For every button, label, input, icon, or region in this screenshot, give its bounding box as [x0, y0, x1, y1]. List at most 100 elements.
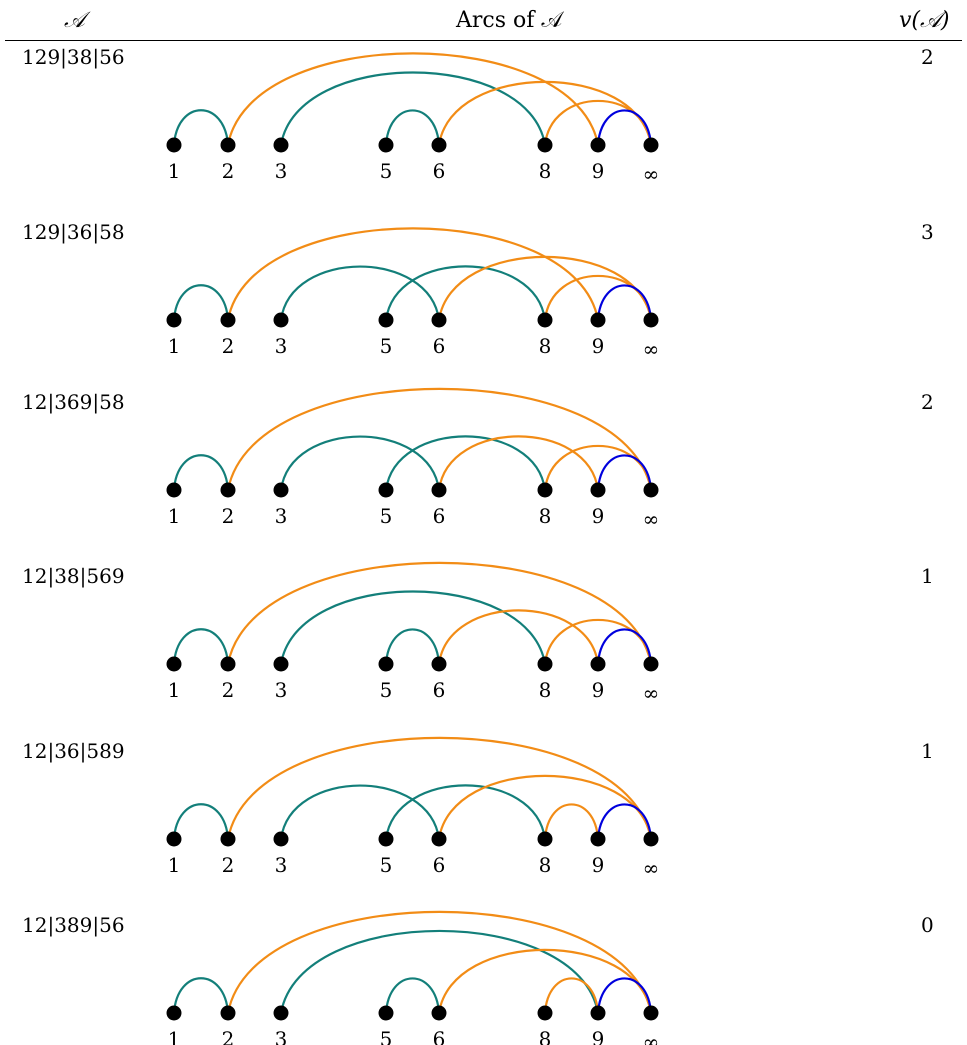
arc-1-2 [172, 803, 230, 840]
node-label-9: 9 [592, 504, 605, 528]
node-1 [166, 656, 182, 672]
node-label-5: 5 [380, 504, 393, 528]
node-label-5: 5 [380, 853, 393, 877]
arc-9-inf [596, 977, 653, 1014]
node-inf [643, 482, 659, 498]
partition-row: 12|36|589 1 1 2 3 5 6 8 9 ∞ [0, 694, 967, 880]
arc-8-inf [543, 445, 653, 491]
node-6 [431, 656, 447, 672]
node-label-2: 2 [222, 1027, 235, 1045]
partition-label: 12|36|589 [22, 739, 125, 763]
node-label-5: 5 [380, 334, 393, 358]
node-6 [431, 312, 447, 328]
node-5 [378, 482, 394, 498]
node-6 [431, 482, 447, 498]
node-label-8: 8 [539, 853, 552, 877]
node-1 [166, 1005, 182, 1021]
node-8 [537, 312, 553, 328]
arc-1-2 [172, 628, 230, 665]
node-label-inf: ∞ [643, 681, 660, 705]
arc-5-6 [384, 109, 441, 146]
arc-3-6 [279, 265, 441, 321]
node-inf [643, 312, 659, 328]
partition-label: 12|38|569 [22, 564, 125, 588]
node-label-2: 2 [222, 853, 235, 877]
arc-9-inf [596, 454, 653, 491]
node-2 [220, 312, 236, 328]
node-label-8: 8 [539, 159, 552, 183]
node-inf [643, 831, 659, 847]
node-3 [273, 312, 289, 328]
node-label-8: 8 [539, 678, 552, 702]
arc-2-inf [226, 561, 653, 665]
node-1 [166, 137, 182, 153]
arc-9-inf [596, 284, 653, 321]
partition-label: 12|369|58 [22, 390, 125, 414]
arc-9-inf [596, 109, 653, 146]
node-9 [590, 482, 606, 498]
arc-5-8 [384, 435, 547, 491]
partition-row: 129|36|58 3 1 2 3 5 6 8 9 ∞ [0, 175, 967, 361]
node-6 [431, 137, 447, 153]
node-label-6: 6 [433, 853, 446, 877]
node-5 [378, 831, 394, 847]
node-3 [273, 137, 289, 153]
v-value: 3 [921, 220, 934, 244]
node-label-6: 6 [433, 159, 446, 183]
node-3 [273, 1005, 289, 1021]
node-label-9: 9 [592, 159, 605, 183]
node-label-3: 3 [275, 678, 288, 702]
node-label-3: 3 [275, 504, 288, 528]
node-2 [220, 656, 236, 672]
node-label-6: 6 [433, 1027, 446, 1045]
node-9 [590, 831, 606, 847]
node-label-5: 5 [380, 159, 393, 183]
node-label-1: 1 [168, 678, 181, 702]
arc-8-9 [543, 803, 600, 840]
node-label-8: 8 [539, 334, 552, 358]
node-label-inf: ∞ [643, 337, 660, 361]
arc-6-9 [437, 609, 600, 665]
arc-5-6 [384, 628, 441, 665]
node-2 [220, 831, 236, 847]
node-inf [643, 1005, 659, 1021]
node-9 [590, 656, 606, 672]
arc-diagram: 1 2 3 5 6 8 9 ∞ [166, 227, 659, 361]
node-5 [378, 1005, 394, 1021]
arc-5-6 [384, 977, 441, 1014]
node-label-2: 2 [222, 334, 235, 358]
arc-8-inf [543, 100, 653, 146]
node-5 [378, 656, 394, 672]
node-9 [590, 1005, 606, 1021]
node-3 [273, 482, 289, 498]
arc-diagram: 1 2 3 5 6 8 9 ∞ [166, 736, 659, 880]
arc-1-2 [172, 454, 230, 491]
arc-6-inf [437, 80, 653, 146]
partition-label: 12|389|56 [22, 913, 125, 937]
header-arcs: Arcs of 𝒜 [456, 8, 563, 33]
arc-diagram: 1 2 3 5 6 8 9 ∞ [166, 387, 659, 531]
node-9 [590, 137, 606, 153]
node-label-9: 9 [592, 334, 605, 358]
header-partition: 𝒜 [64, 8, 85, 33]
node-9 [590, 312, 606, 328]
node-label-2: 2 [222, 159, 235, 183]
arc-2-inf [226, 910, 653, 1014]
partition-row: 129|38|56 2 1 2 3 5 6 8 9 ∞ [0, 0, 967, 186]
partition-row: 12|369|58 2 1 2 3 5 6 8 9 ∞ [0, 345, 967, 531]
node-2 [220, 482, 236, 498]
arc-3-9 [279, 929, 600, 1014]
node-label-1: 1 [168, 159, 181, 183]
node-label-3: 3 [275, 1027, 288, 1045]
node-label-inf: ∞ [643, 162, 660, 186]
node-label-8: 8 [539, 504, 552, 528]
node-label-8: 8 [539, 1027, 552, 1045]
arc-2-9 [226, 227, 600, 321]
node-label-1: 1 [168, 853, 181, 877]
node-3 [273, 656, 289, 672]
v-value: 1 [921, 739, 934, 763]
node-8 [537, 1005, 553, 1021]
header-value: v(𝒜) [899, 8, 950, 33]
v-value: 1 [921, 564, 934, 588]
